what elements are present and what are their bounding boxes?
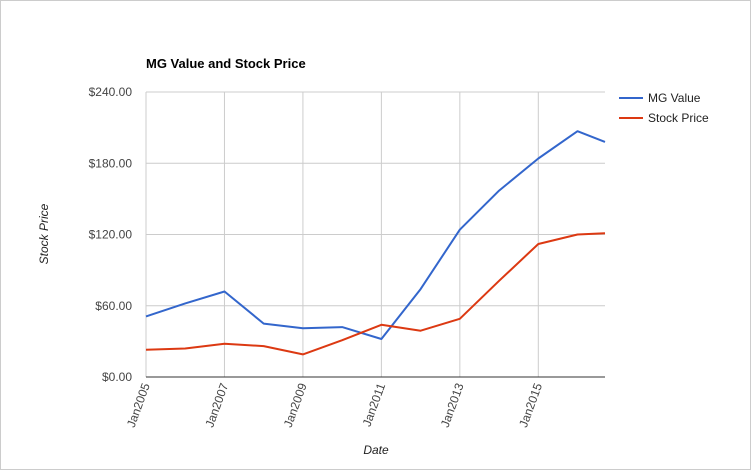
x-axis-label: Date	[363, 443, 389, 457]
x-gridlines	[145, 92, 539, 377]
chart-title: MG Value and Stock Price	[146, 56, 306, 71]
y-tick-label: $0.00	[102, 370, 132, 384]
legend: MG Value Stock Price	[619, 91, 709, 125]
y-tick-labels: $0.00 $60.00 $120.00 $180.00 $240.00	[89, 85, 133, 384]
series-line-stock-price	[145, 232, 606, 356]
y-tick-label: $120.00	[89, 228, 133, 242]
y-tick-label: $240.00	[89, 85, 133, 99]
legend-label: Stock Price	[648, 111, 709, 125]
legend-label: MG Value	[648, 91, 701, 105]
series-line-mg-value	[145, 130, 606, 340]
series-lines	[145, 130, 606, 356]
y-axis-label: Stock Price	[37, 203, 51, 264]
y-tick-label: $180.00	[89, 156, 133, 170]
y-tick-label: $60.00	[95, 299, 132, 313]
